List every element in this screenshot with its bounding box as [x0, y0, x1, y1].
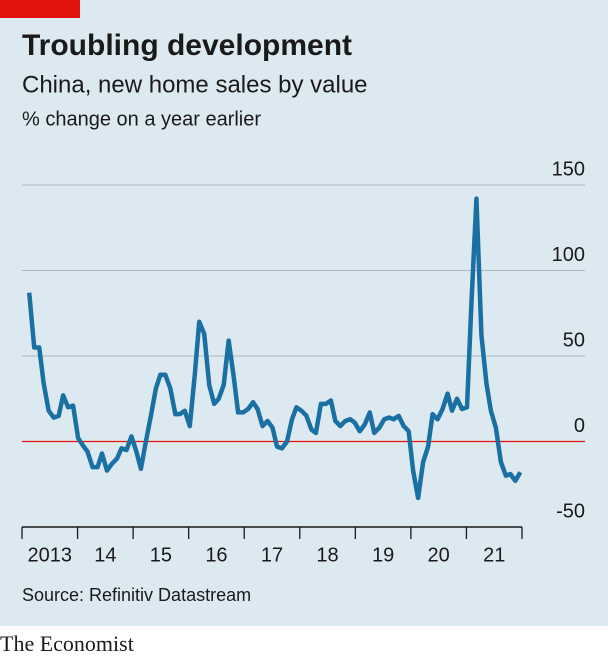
x-tick-label: 18: [316, 544, 338, 566]
x-tick-label: 14: [94, 544, 116, 566]
chart-background: [0, 0, 608, 626]
y-axis-label: % change on a year earlier: [22, 108, 261, 130]
x-tick-label: 17: [261, 544, 283, 566]
y-tick-label: 100: [552, 244, 585, 266]
x-tick-label: 16: [205, 544, 227, 566]
line: [26, 196, 523, 501]
x-tick-label: 21: [483, 544, 505, 566]
y-tick-label: 0: [574, 415, 585, 437]
chart-subtitle: China, new home sales by value: [22, 71, 368, 98]
brand-tag: [0, 0, 80, 18]
brand: The Economist: [0, 631, 134, 656]
chart-title: Troubling development: [22, 29, 352, 62]
x-tick-label: 20: [428, 544, 450, 566]
x-tick-label: 19: [372, 544, 394, 566]
y-tick-label: 150: [552, 158, 585, 180]
x-tick-label: 2013: [28, 544, 73, 566]
source: Source: Refinitiv Datastream: [22, 585, 251, 605]
y-tick-label: 50: [563, 329, 585, 351]
x-tick-label: 15: [150, 544, 172, 566]
y-tick-label: -50: [556, 500, 585, 522]
